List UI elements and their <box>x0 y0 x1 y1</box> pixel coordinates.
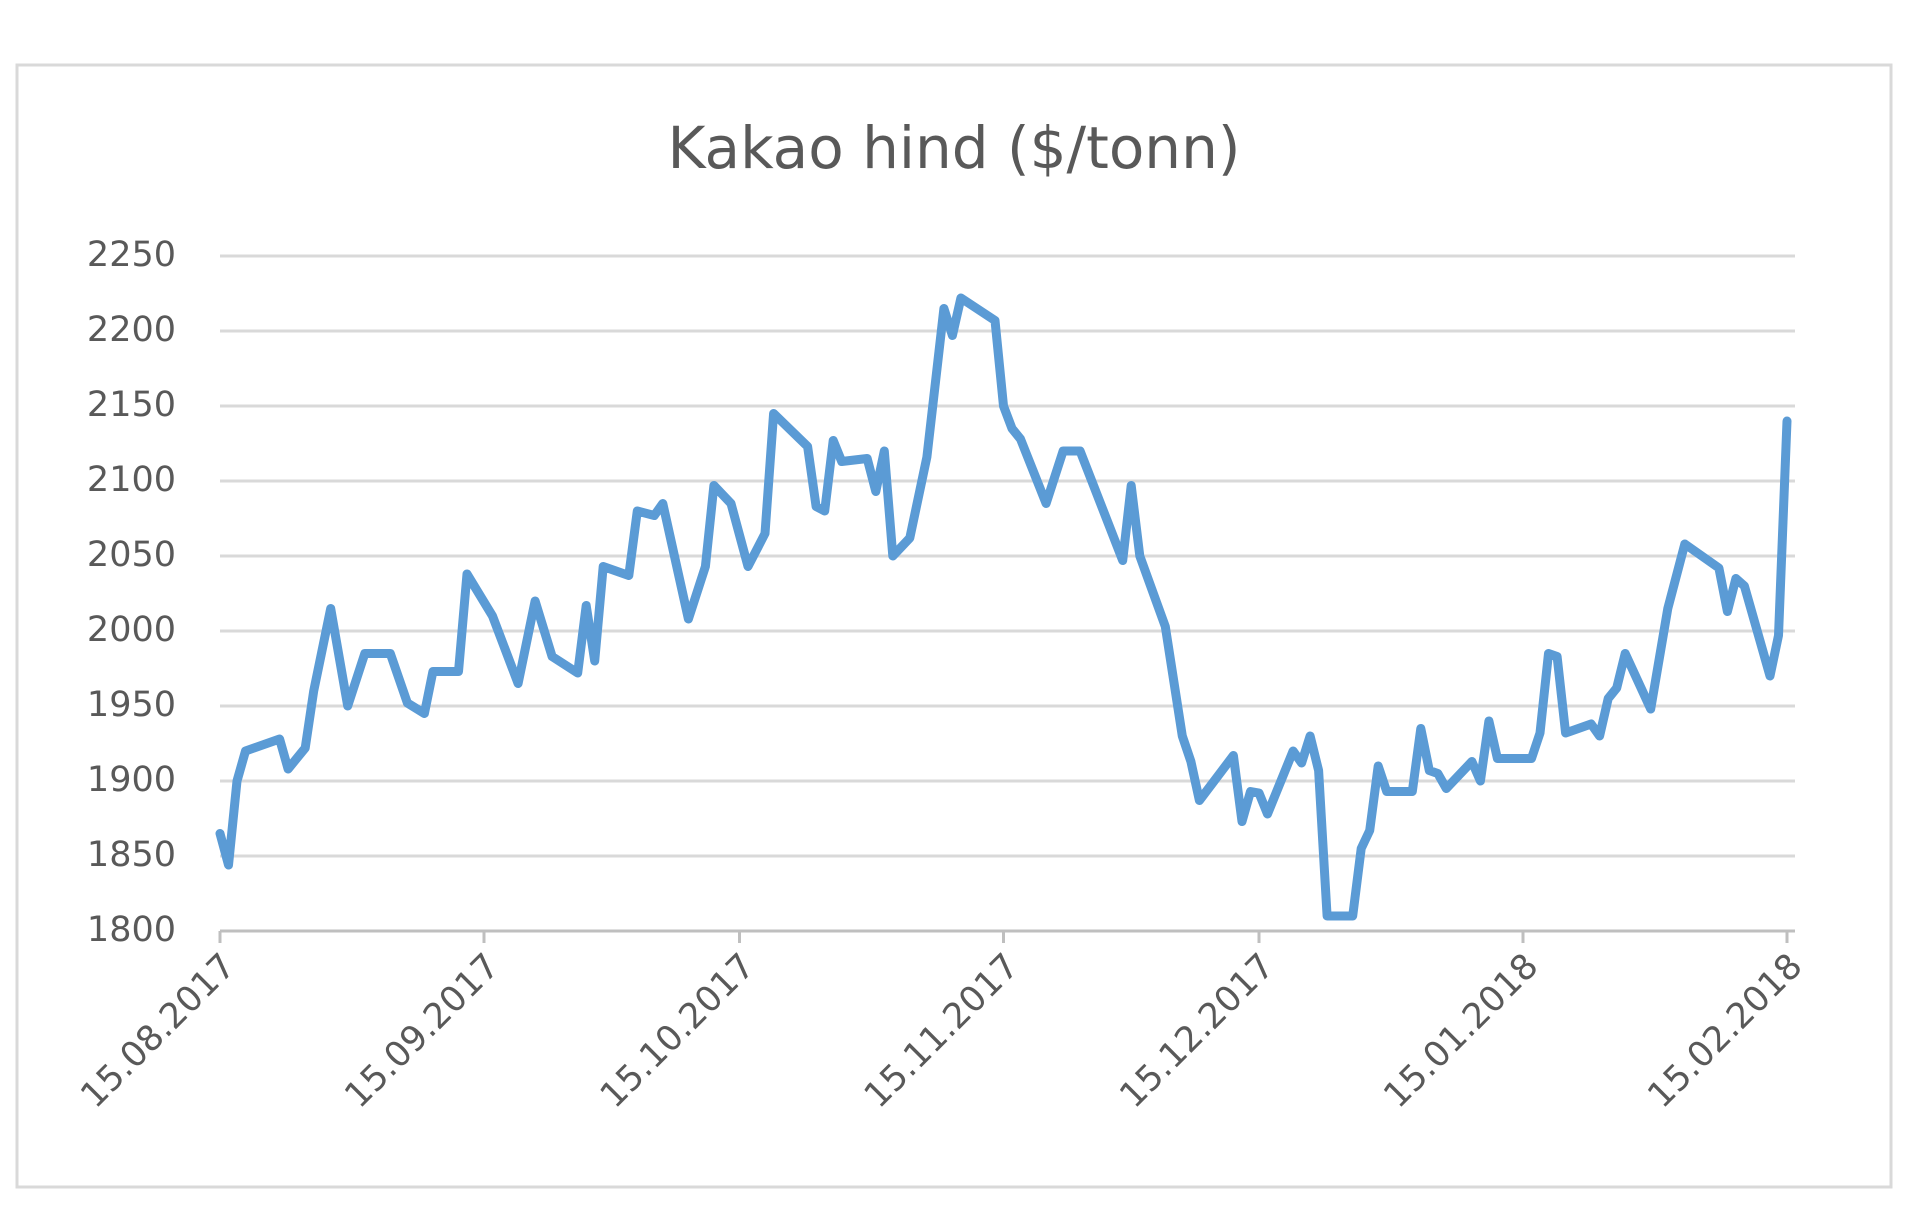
y-tick-label: 2100 <box>87 460 176 500</box>
y-tick-label: 2250 <box>87 235 176 275</box>
chart-title: Kakao hind ($/tonn) <box>668 114 1241 182</box>
price-line <box>215 293 1792 921</box>
y-tick-label: 2150 <box>87 385 176 425</box>
y-tick-label: 1900 <box>87 760 176 800</box>
y-tick-label: 2000 <box>87 610 176 650</box>
y-tick-label: 2200 <box>87 310 176 350</box>
y-tick-label: 1950 <box>87 685 176 725</box>
y-tick-label: 1850 <box>87 835 176 875</box>
y-tick-label: 1800 <box>87 910 176 950</box>
y-tick-label: 2050 <box>87 535 176 575</box>
